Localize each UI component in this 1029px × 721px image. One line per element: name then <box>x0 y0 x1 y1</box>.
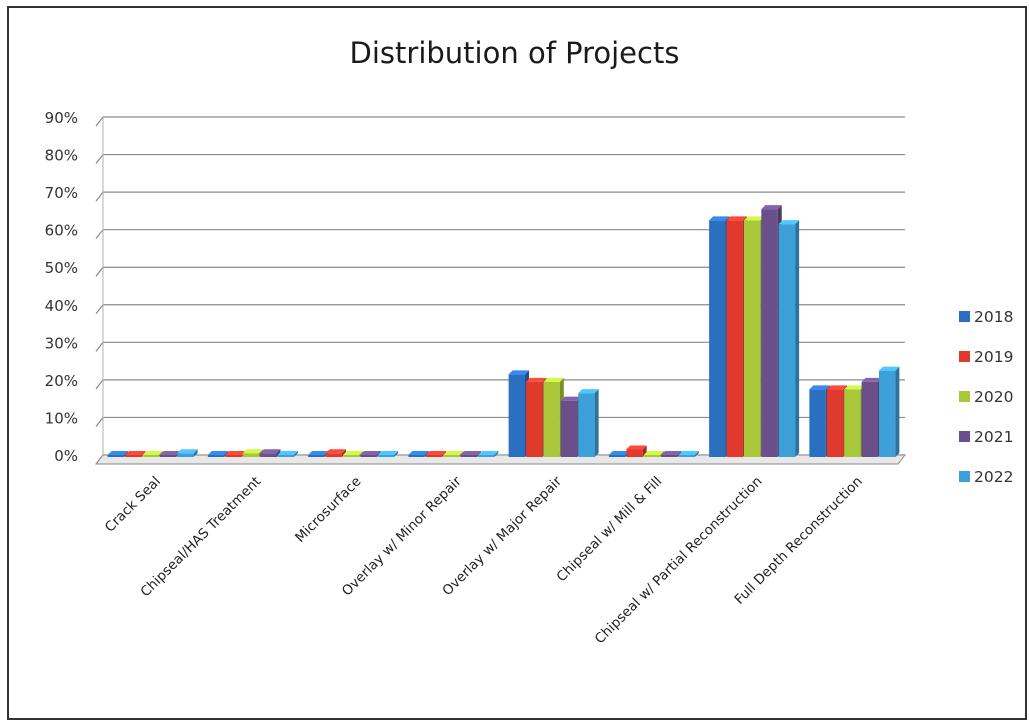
legend-label: 2020 <box>974 388 1013 406</box>
bar-2018-7 <box>709 216 730 457</box>
gridline <box>95 153 905 164</box>
bar-2021-5 <box>560 396 582 457</box>
legend-swatch <box>959 391 970 402</box>
gridline <box>95 191 905 202</box>
category-label: Crack Seal <box>102 474 164 536</box>
legend-swatch <box>959 351 970 362</box>
legend-swatch <box>959 311 970 322</box>
bar-2018-8 <box>809 385 830 457</box>
bar-2019-8 <box>826 385 848 457</box>
gridline <box>95 116 905 127</box>
legend-label: 2018 <box>974 308 1013 326</box>
category-label: Chipseal/HAS Treatment <box>138 474 265 601</box>
bar-2020-7 <box>743 216 765 457</box>
bar-2020-2 <box>242 449 264 457</box>
bar-2022-5 <box>578 389 599 457</box>
bar-2022-6 <box>678 451 699 457</box>
bar-2022-2 <box>277 451 298 457</box>
bar-2019-5 <box>526 377 547 457</box>
bars <box>107 205 900 457</box>
bar-2021-8 <box>861 377 882 457</box>
y-tick-label: 20% <box>45 372 78 390</box>
legend-label: 2021 <box>974 428 1013 446</box>
category-label: Microsurface <box>292 474 364 546</box>
chart-title: Distribution of Projects <box>349 36 680 70</box>
legend-item-2019: 2019 <box>959 348 1013 366</box>
category-label: Overlay w/ Major Repair <box>439 473 565 599</box>
y-tick-label: 80% <box>45 147 78 165</box>
bar-2021-2 <box>260 449 281 457</box>
bar-2019-7 <box>726 216 747 457</box>
bar-2019-3 <box>325 449 346 457</box>
legend-label: 2019 <box>974 348 1013 366</box>
chart-frame <box>7 6 1027 720</box>
legend-item-2021: 2021 <box>959 428 1013 446</box>
legend-label: 2022 <box>974 468 1013 486</box>
chart-floor <box>94 454 907 465</box>
y-tick-label: 40% <box>45 297 78 315</box>
legend: 2018 2019 2020 2021 2022 <box>959 308 1013 486</box>
y-axis-ticks: 0% 10% 20% 30% 40% 50% 60% 70% 80% 90% <box>45 109 78 465</box>
bar-2022-1 <box>177 449 198 457</box>
y-tick-label: 10% <box>45 409 78 427</box>
legend-swatch <box>959 471 970 482</box>
y-tick-label: 60% <box>45 222 78 240</box>
y-tick-label: 90% <box>45 109 78 127</box>
legend-item-2018: 2018 <box>959 308 1013 326</box>
legend-item-2022: 2022 <box>959 468 1013 486</box>
y-tick-label: 30% <box>45 334 78 352</box>
y-tick-label: 0% <box>54 447 78 465</box>
category-label: Chipseal w/ Partial Reconstruction <box>592 474 766 648</box>
gridlines <box>94 116 907 465</box>
bar-2020-5 <box>543 377 564 457</box>
category-label: Chipseal w/ Mill & Fill <box>554 474 666 586</box>
legend-item-2020: 2020 <box>959 388 1013 406</box>
y-tick-label: 70% <box>45 184 78 202</box>
legend-swatch <box>959 431 970 442</box>
bar-2021-7 <box>761 205 782 457</box>
bar-2020-8 <box>844 385 865 457</box>
bar-2019-6 <box>626 445 647 457</box>
bar-2018-5 <box>508 370 530 457</box>
bar-2022-7 <box>778 220 800 457</box>
bar-2022-3 <box>377 451 399 457</box>
bar-2022-4 <box>477 451 499 457</box>
bar-2022-8 <box>878 366 900 457</box>
y-tick-label: 50% <box>45 259 78 277</box>
